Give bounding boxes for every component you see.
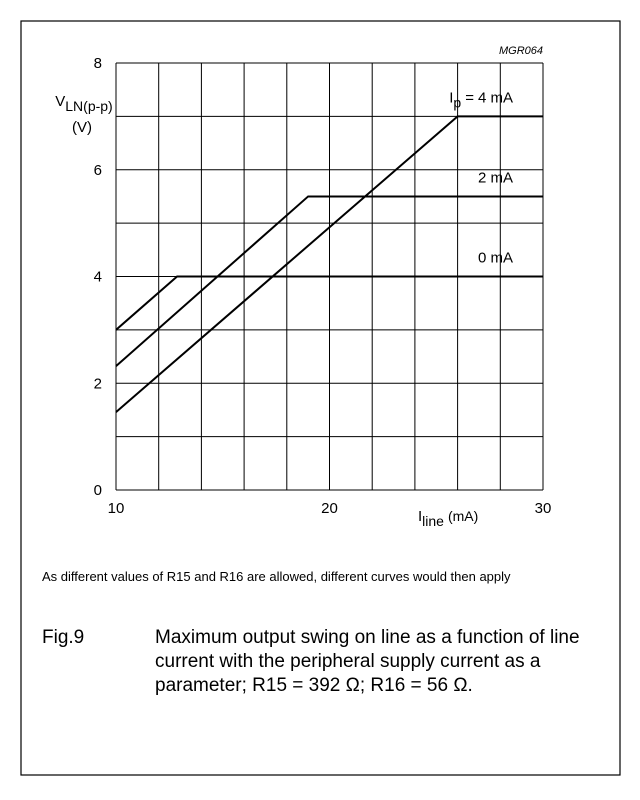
x-tick-label: 10 <box>108 500 125 517</box>
y-tick-label: 2 <box>94 375 102 392</box>
series-label: Ip = 4 mA <box>449 89 513 110</box>
note: As different values of R15 and R16 are a… <box>42 569 511 584</box>
x-axis-label: Iline (mA) <box>418 508 478 529</box>
figure-number: Fig.9 <box>42 627 85 648</box>
series-prefix-sub: p <box>453 94 461 110</box>
x-label-unit: (mA) <box>448 508 478 524</box>
y-tick-label: 8 <box>94 55 102 72</box>
y-tick-label: 0 <box>94 482 102 499</box>
caption: Fig.9 Maximum output swing on line as a … <box>42 626 612 698</box>
series-prefix-eq: = <box>465 89 474 106</box>
y-tick-label: 4 <box>94 269 102 286</box>
series-label: 0 mA <box>478 250 513 267</box>
line-series <box>115 195 543 367</box>
x-label-main: I <box>418 508 422 525</box>
frame <box>20 20 621 776</box>
y-tick-label: 6 <box>94 162 102 179</box>
y-axis-unit: (V) <box>72 119 92 136</box>
series-name: 2 mA <box>478 169 513 186</box>
x-tick-label: 20 <box>321 500 338 517</box>
series-prefix-main: I <box>449 89 453 106</box>
code-label: MGR064 <box>499 45 543 57</box>
series-label: 2 mA <box>478 169 513 186</box>
y-axis-label: VLN(p-p) <box>55 93 112 114</box>
caption-text: Maximum output swing on line as a functi… <box>155 627 580 696</box>
y-label-main: V <box>55 93 65 110</box>
line-series <box>115 115 543 413</box>
y-label-sub: LN(p-p) <box>65 98 112 114</box>
line-series <box>115 275 543 331</box>
series-name: 4 mA <box>478 89 513 106</box>
x-tick-label: 30 <box>535 500 552 517</box>
series-name: 0 mA <box>478 250 513 267</box>
x-label-sub: line <box>422 513 444 529</box>
